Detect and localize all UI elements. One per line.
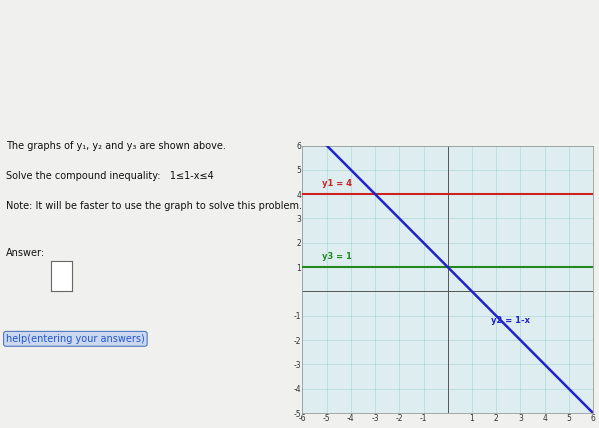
Text: help(entering your answers): help(entering your answers) bbox=[6, 334, 145, 344]
Text: y3 = 1: y3 = 1 bbox=[322, 252, 352, 261]
Text: y2 = 1-x: y2 = 1-x bbox=[491, 316, 530, 325]
Text: Solve the compound inequality:   1≤1-x≤4: Solve the compound inequality: 1≤1-x≤4 bbox=[6, 171, 214, 181]
Text: y1 = 4: y1 = 4 bbox=[322, 178, 352, 187]
Text: The graphs of y₁, y₂ and y₃ are shown above.: The graphs of y₁, y₂ and y₃ are shown ab… bbox=[6, 141, 226, 151]
Text: Note: It will be faster to use the graph to solve this problem.: Note: It will be faster to use the graph… bbox=[6, 201, 302, 211]
Text: Answer:: Answer: bbox=[6, 248, 45, 258]
